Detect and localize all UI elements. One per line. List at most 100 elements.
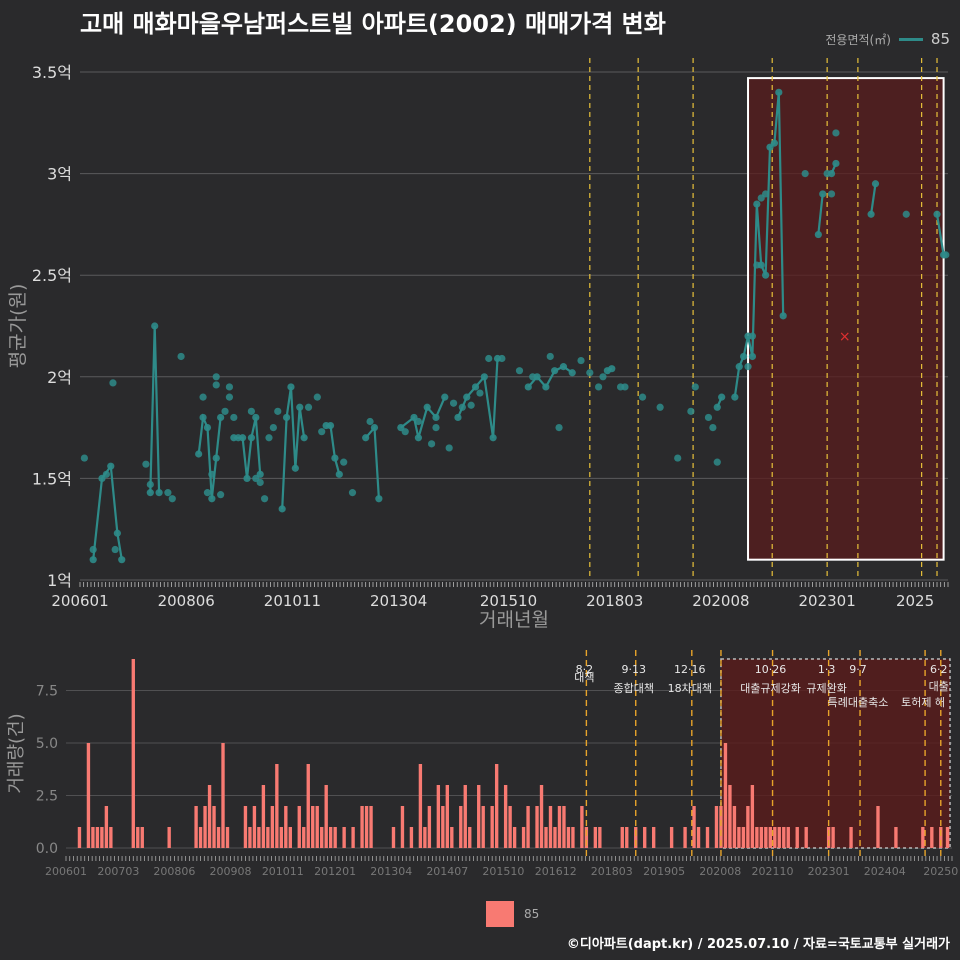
volume-bar	[782, 827, 786, 848]
price-point	[212, 454, 220, 462]
price-point	[489, 434, 497, 442]
volume-bar	[194, 806, 198, 848]
price-point	[753, 261, 761, 269]
price-point	[221, 407, 229, 415]
price-point	[480, 373, 488, 381]
volume-bar	[436, 785, 441, 848]
volume-highlight-box	[720, 658, 951, 849]
volume-x-tick-label: 201407	[426, 865, 468, 878]
volume-bar	[333, 827, 337, 848]
price-point	[252, 413, 260, 422]
price-point	[260, 495, 269, 503]
policy-text-label: 18차대책	[668, 682, 712, 695]
price-point	[546, 352, 554, 361]
volume-bar	[400, 806, 405, 848]
volume-bar	[521, 827, 526, 848]
price-point	[454, 413, 462, 422]
volume-bar	[696, 827, 701, 848]
volume-bar	[369, 806, 373, 848]
volume-bar	[468, 827, 472, 848]
volume-bar	[714, 806, 719, 848]
price-point	[524, 383, 532, 391]
price-point	[111, 545, 119, 554]
policy-text-label: 대출규제강화	[740, 682, 801, 695]
volume-bar	[705, 827, 710, 848]
price-series-line	[197, 413, 222, 499]
volume-bar	[759, 827, 764, 848]
price-point	[770, 139, 779, 147]
volume-bar	[351, 827, 355, 848]
volume-bar	[683, 827, 687, 848]
volume-bar	[566, 827, 571, 848]
volume-bar	[243, 806, 248, 848]
volume-x-tick-label: 202110	[752, 865, 794, 878]
volume-bar	[777, 827, 781, 848]
volume-bar	[409, 827, 414, 848]
policy-date-label: 6·2	[930, 663, 948, 676]
policy-text-label: 토허제 해	[901, 695, 945, 709]
volume-bar	[266, 827, 270, 848]
price-point	[208, 495, 216, 503]
price-annotation: ×	[839, 329, 851, 345]
volume-bar	[768, 827, 772, 848]
policy-date-label: 8·2	[576, 663, 594, 676]
price-point	[871, 180, 880, 188]
price-point	[146, 489, 154, 497]
price-point	[80, 454, 88, 462]
legend-label: 85	[930, 30, 950, 48]
volume-bar	[257, 827, 261, 848]
price-point	[551, 367, 559, 375]
volume-bar	[804, 827, 808, 848]
price-point	[146, 480, 154, 489]
price-point	[775, 88, 783, 96]
policy-date-label: 1·3	[818, 663, 836, 676]
price-point	[340, 458, 348, 466]
price-y-axis-title: 평균가(원)	[7, 284, 29, 369]
price-x-tick-label: 2025	[896, 592, 934, 610]
volume-bar	[741, 827, 746, 848]
volume-x-tick-label: 20250	[923, 865, 958, 878]
volume-x-tick-label: 200908	[209, 865, 251, 878]
volume-bar	[625, 827, 629, 848]
volume-chart: 0.0 2.5 5.0 7.5 8·2대책 9·13 종합대책 12·16 18차대책 10·26…	[6, 650, 958, 878]
price-y-tick-label: 3억	[47, 165, 72, 184]
price-y-tick-label: 3.5억	[32, 63, 72, 82]
volume-bar	[364, 806, 369, 848]
volume-bar	[481, 806, 485, 848]
volume-bar	[750, 785, 755, 848]
volume-bar	[91, 827, 95, 848]
price-point	[401, 428, 409, 436]
volume-bar	[418, 764, 423, 848]
price-point	[203, 424, 212, 432]
policy-date-label: 9·13	[621, 663, 646, 676]
price-point	[476, 389, 484, 397]
price-point	[326, 421, 335, 430]
price-point	[362, 434, 370, 442]
price-point	[265, 434, 273, 442]
price-point	[832, 159, 840, 168]
price-point	[432, 413, 440, 422]
volume-bar	[512, 827, 517, 848]
volume-x-tick-label: 201304	[370, 865, 412, 878]
volume-bar	[490, 806, 494, 848]
policy-text-label: 대출	[929, 680, 949, 693]
price-point	[471, 383, 480, 391]
price-point	[142, 460, 150, 468]
price-point	[819, 190, 827, 198]
price-point	[740, 352, 748, 361]
volume-bar	[360, 806, 364, 848]
volume-bar	[450, 827, 454, 848]
volume-bar	[261, 785, 266, 848]
volume-bar	[580, 806, 584, 848]
price-x-tick-label: 201011	[264, 592, 321, 610]
volume-bar	[311, 806, 315, 848]
volume-bar	[131, 659, 135, 848]
volume-bar	[328, 827, 333, 848]
price-point	[735, 363, 743, 371]
price-point	[463, 393, 471, 401]
price-point	[529, 373, 537, 381]
policy-text-label: 종합대책	[613, 682, 653, 695]
price-point	[713, 403, 721, 411]
volume-bar	[77, 827, 82, 848]
price-point	[282, 413, 291, 422]
